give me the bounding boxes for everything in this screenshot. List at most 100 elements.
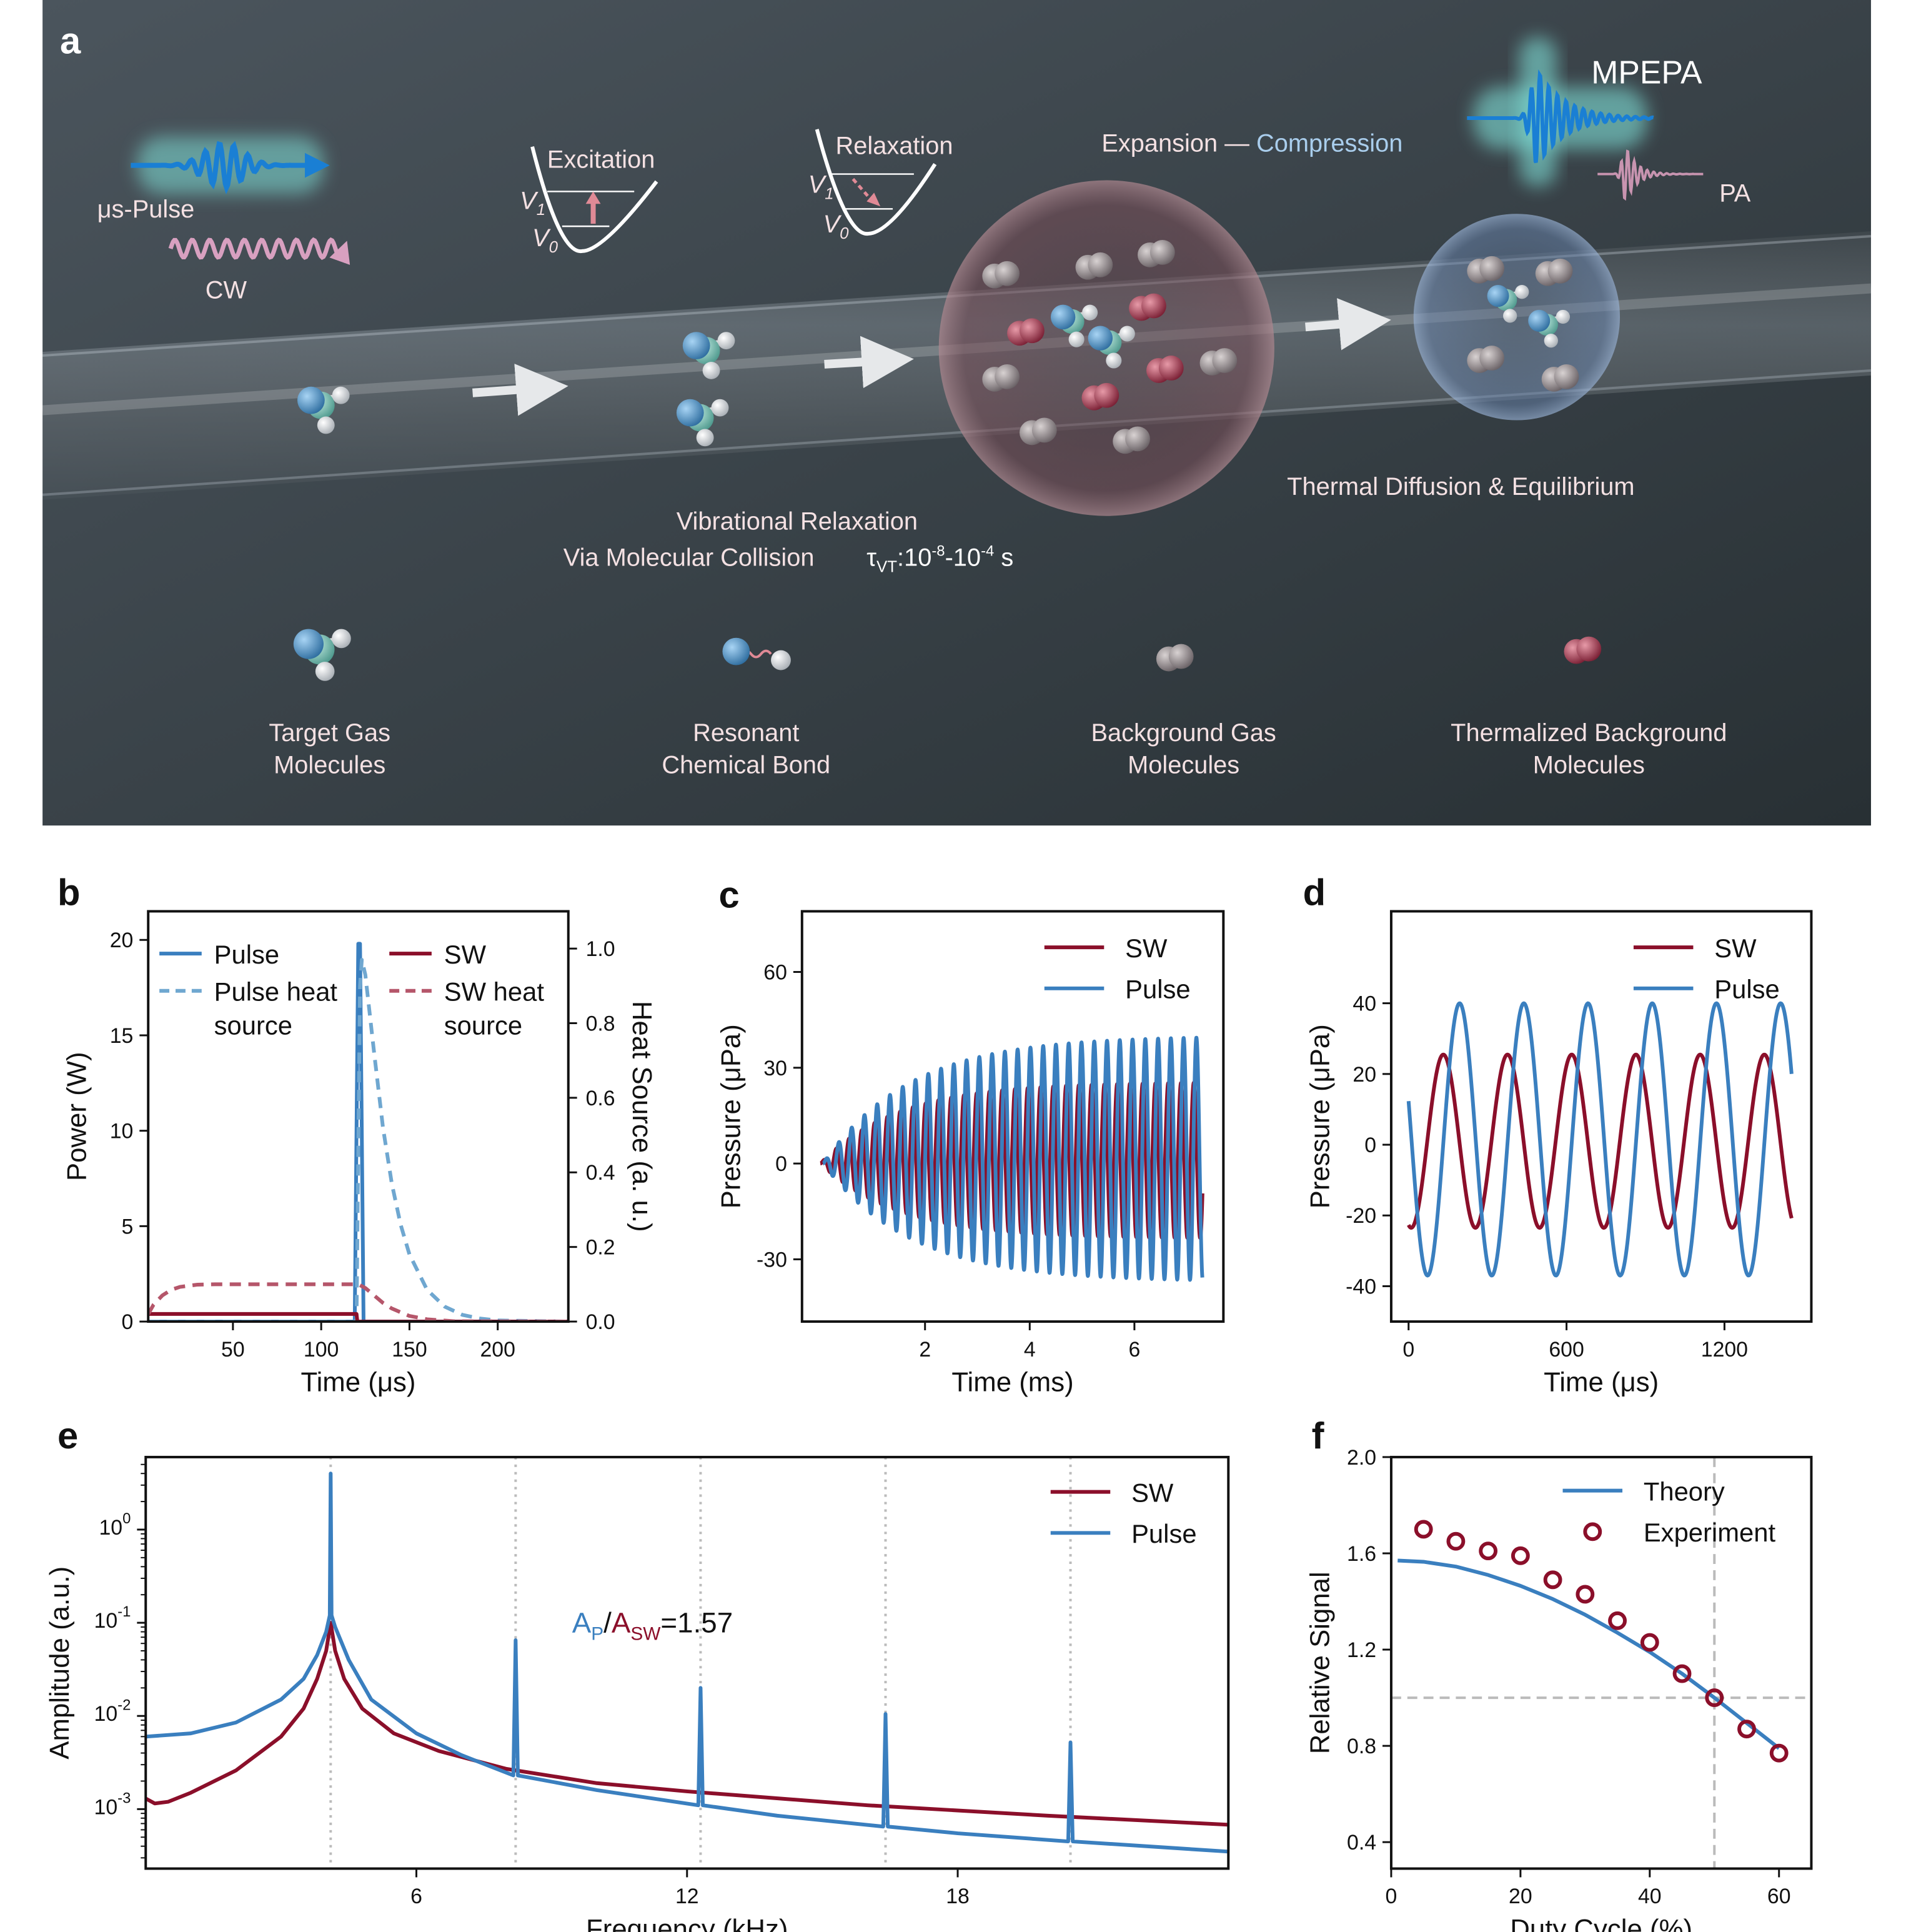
- atom: [1068, 331, 1085, 347]
- y2-tick-label: 0.8: [586, 1012, 615, 1035]
- mpepa-label: MPEPA: [1591, 54, 1702, 90]
- y-axis-label: Amplitude (a.u.): [44, 1566, 75, 1760]
- atom: [1125, 426, 1150, 452]
- y-tick-label: 0: [1364, 1133, 1376, 1157]
- mpepa-wave-icon: [1467, 37, 1654, 187]
- atom: [717, 332, 735, 350]
- atom: [1503, 309, 1517, 323]
- atom: [1094, 382, 1119, 408]
- x-tick-label: 0: [1386, 1885, 1397, 1908]
- legend-label: SW heat: [444, 977, 545, 1007]
- atom: [1554, 364, 1579, 389]
- pa-label: PA: [1719, 179, 1751, 207]
- y-tick-label: 1.2: [1347, 1638, 1376, 1662]
- legend: SW Pulse: [1633, 934, 1780, 1004]
- atom: [1119, 326, 1135, 342]
- legend-label: source: [444, 1010, 522, 1040]
- series-line-sw: [818, 1081, 1204, 1240]
- y-tick-label: 10-2: [94, 1696, 131, 1726]
- atom: [315, 662, 335, 681]
- x-tick-label: 600: [1549, 1338, 1584, 1362]
- series-group: [1397, 1520, 1789, 1763]
- y-tick-label: 0: [122, 1310, 134, 1334]
- data-point-experiment: [1576, 1585, 1595, 1604]
- charts: 50 100 150 200051015200.00.20.40.60.81.0Hea…: [44, 910, 1813, 1932]
- legend-label-resonant-bond: Resonant: [693, 719, 799, 747]
- target-gas-molecule-icon: [1088, 326, 1135, 369]
- y-tick-label: 40: [1353, 992, 1376, 1016]
- y-tick-label: 0: [775, 1152, 787, 1176]
- tick-exponent: 0: [122, 1510, 131, 1527]
- atom: [1088, 326, 1113, 351]
- legend-thermalized-icon: [1564, 636, 1602, 664]
- data-point-experiment: [1479, 1541, 1498, 1561]
- y-axis-label: Pressure (μPa): [715, 1024, 746, 1208]
- background-gas-molecule-icon: [1075, 252, 1113, 280]
- series-line-theory: [1397, 1558, 1780, 1750]
- atom: [682, 332, 710, 360]
- atom: [1528, 309, 1551, 332]
- legend-label-target-gas: Target Gas: [269, 719, 390, 747]
- excitation-label: Excitation: [547, 146, 655, 174]
- x-axis-label: Time (ms): [951, 1367, 1073, 1397]
- tick-base: 10: [94, 1702, 118, 1726]
- atom: [995, 364, 1020, 389]
- plot-frame: [1389, 1455, 1813, 1870]
- atom: [1556, 309, 1571, 324]
- background-gas-molecule-icon: [1020, 417, 1057, 446]
- pa-wave-icon: [1597, 149, 1704, 201]
- atom: [1479, 256, 1504, 281]
- x-tick-label: 20: [1509, 1885, 1532, 1908]
- x-axis-label: Duty Cycle (%): [1510, 1914, 1692, 1932]
- atom: [1158, 356, 1184, 381]
- x-tick-label: 200: [480, 1338, 515, 1362]
- y-tick-label: 5: [122, 1215, 134, 1238]
- y-tick-label: 10-3: [94, 1790, 131, 1819]
- atom: [332, 629, 351, 649]
- background-gas-molecule-icon: [1113, 426, 1150, 454]
- legend-label: SW: [444, 940, 487, 969]
- series-line-pulse: [1406, 1001, 1794, 1278]
- atom: [1487, 285, 1509, 307]
- atom: [1149, 240, 1175, 265]
- background-gas-molecule-icon: [1467, 346, 1504, 373]
- legend-label: SW: [1714, 934, 1757, 963]
- relaxation-potential-well-icon: [815, 129, 937, 236]
- target-gas-molecule-icon: [676, 399, 729, 447]
- tick-exponent: -3: [117, 1790, 131, 1806]
- thermalized-molecule-icon: [1007, 318, 1045, 346]
- data-point-experiment: [1608, 1611, 1627, 1630]
- series-line-pulse: [146, 1471, 1229, 1854]
- tick-base: 10: [99, 1516, 122, 1540]
- x-tick-label: 4: [1024, 1338, 1036, 1362]
- legend-background-gas-icon: [1156, 644, 1194, 672]
- thermalized-molecule-icon: [1129, 293, 1166, 321]
- process-arrow: [824, 336, 914, 389]
- legend-label: source: [214, 1010, 292, 1040]
- excitation-potential-well-icon: [530, 146, 658, 253]
- panel-letter-c: c: [719, 874, 740, 915]
- chart-b: 50 100 150 200 0 5 10 15 20 0.0 0.2 0.4 0.6 0.8 1.0 Hea…: [62, 910, 657, 1397]
- panel-letter-f: f: [1312, 1415, 1324, 1456]
- target-gas-molecule-icon: [682, 332, 735, 379]
- y-axis-label: Power (W): [62, 1052, 92, 1181]
- atom: [1106, 352, 1122, 369]
- panel-letter-d: d: [1303, 872, 1326, 914]
- legend-label: SW: [1131, 1478, 1174, 1508]
- legend-label-target-gas-2: Molecules: [274, 752, 385, 779]
- background-gas-molecule-icon: [1535, 258, 1573, 286]
- panel-a-legend: Target Gas Molecules Resonant Chemical B…: [269, 719, 1727, 779]
- series-group: [146, 1471, 1229, 1854]
- plot-frame: [147, 910, 570, 1323]
- thermal-diffusion-label: Thermal Diffusion & Equilibrium: [1287, 473, 1634, 500]
- x-axis-label: Frequency (kHz): [586, 1914, 788, 1932]
- y-tick-label: 0.4: [1347, 1831, 1376, 1855]
- plot-frame: [1389, 910, 1813, 1323]
- atom: [696, 429, 714, 447]
- legend-label-background-gas-2: Molecules: [1128, 752, 1239, 779]
- x-axis-label: Time (μs): [1544, 1367, 1659, 1397]
- legend-label-thermalized-2: Molecules: [1533, 752, 1645, 779]
- relaxation-label: Relaxation: [836, 132, 953, 160]
- vibrational-relaxation-label: Vibrational Relaxation: [677, 508, 918, 535]
- molecular-collision-label: Via Molecular Collision: [563, 544, 815, 571]
